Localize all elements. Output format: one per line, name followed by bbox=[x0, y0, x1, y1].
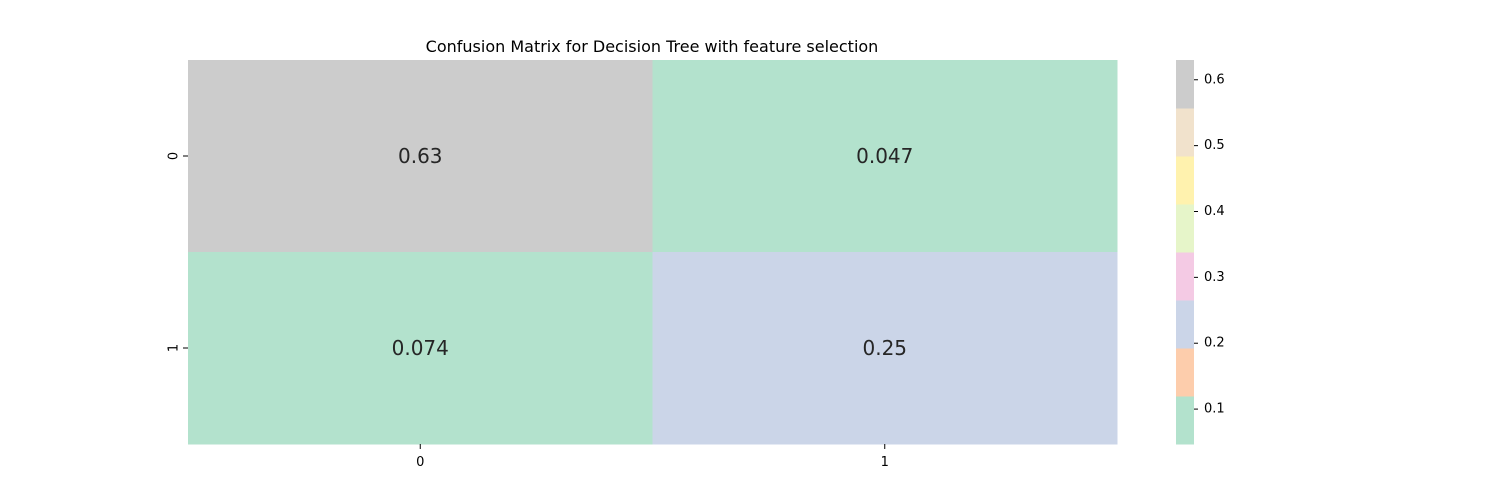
x-tick-label: 0 bbox=[416, 455, 424, 470]
heatmap-cell-1-0 bbox=[188, 252, 653, 445]
heatmap-cell-0-1 bbox=[652, 60, 1118, 253]
heatmap-cells bbox=[188, 60, 1118, 445]
colorbar-tick-label: 0.6 bbox=[1204, 72, 1225, 87]
x-tick-label: 1 bbox=[881, 455, 889, 470]
colorbar: 0.1 0.2 0.3 0.4 0.5 0.6 bbox=[1176, 60, 1225, 445]
colorbar-segment bbox=[1176, 252, 1194, 301]
colorbar-segment bbox=[1176, 348, 1194, 397]
colorbar-tick-label: 0.2 bbox=[1204, 336, 1225, 351]
heatmap-cell-0-0 bbox=[188, 60, 653, 253]
cell-label-0-0: 0.63 bbox=[398, 144, 443, 168]
colorbar-tick-label: 0.1 bbox=[1204, 402, 1225, 417]
y-axis: 01 bbox=[167, 152, 188, 352]
colorbar-segment bbox=[1176, 396, 1194, 445]
colorbar-tick-label: 0.5 bbox=[1204, 138, 1225, 153]
colorbar-segment bbox=[1176, 60, 1194, 109]
colorbar-tick-label: 0.3 bbox=[1204, 270, 1225, 285]
colorbar-segment bbox=[1176, 156, 1194, 205]
cell-label-1-1: 0.25 bbox=[862, 336, 907, 360]
colorbar-segment bbox=[1176, 108, 1194, 157]
y-tick-label: 0 bbox=[167, 152, 182, 160]
y-tick-label: 1 bbox=[167, 344, 182, 352]
cell-label-1-0: 0.074 bbox=[392, 336, 449, 360]
cell-label-0-1: 0.047 bbox=[856, 144, 913, 168]
heatmap-cell-1-1 bbox=[652, 252, 1118, 445]
chart-title: Confusion Matrix for Decision Tree with … bbox=[426, 37, 879, 56]
colorbar-segment bbox=[1176, 300, 1194, 349]
heatmap-cell-labels: 0.63 0.047 0.074 0.25 bbox=[392, 144, 914, 360]
colorbar-segment bbox=[1176, 204, 1194, 253]
colorbar-tick-label: 0.4 bbox=[1204, 204, 1225, 219]
